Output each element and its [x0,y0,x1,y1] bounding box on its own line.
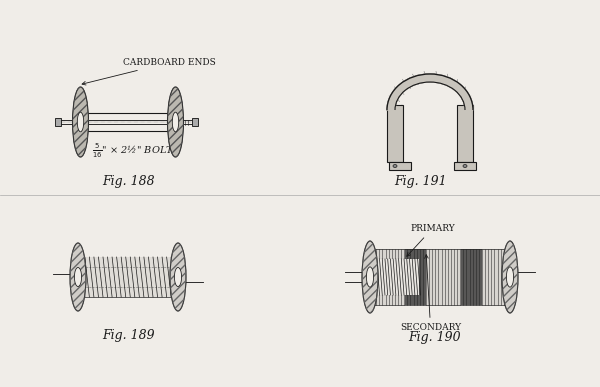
Text: Fig. 191: Fig. 191 [394,175,446,188]
Bar [55,118,61,126]
Text: CARDBOARD ENDS: CARDBOARD ENDS [82,58,216,85]
Bar [389,162,411,170]
Ellipse shape [172,112,179,132]
Text: Fig. 189: Fig. 189 [101,329,154,342]
Bar [191,118,197,126]
Text: Fig. 190: Fig. 190 [409,331,461,344]
Bar [461,249,482,305]
Ellipse shape [167,87,184,157]
Polygon shape [387,74,473,110]
Bar [405,249,426,305]
Text: SECONDARY: SECONDARY [400,255,461,332]
Bar [454,162,476,170]
Ellipse shape [175,267,182,286]
Ellipse shape [502,241,518,313]
Ellipse shape [73,87,89,157]
Bar [370,249,510,305]
Text: $\frac{5}{16}$" × 2½" BOLT: $\frac{5}{16}$" × 2½" BOLT [92,142,175,160]
Bar [78,257,178,297]
Ellipse shape [77,112,84,132]
Ellipse shape [506,267,514,287]
Ellipse shape [393,164,397,168]
Text: PRIMARY: PRIMARY [407,224,455,256]
Bar [457,105,473,162]
Ellipse shape [463,164,467,168]
Ellipse shape [362,241,378,313]
Ellipse shape [367,267,374,287]
Bar [370,259,419,295]
Ellipse shape [70,243,86,311]
Bar [387,105,403,162]
Ellipse shape [170,243,186,311]
Ellipse shape [74,267,82,286]
Text: Fig. 188: Fig. 188 [101,175,154,188]
